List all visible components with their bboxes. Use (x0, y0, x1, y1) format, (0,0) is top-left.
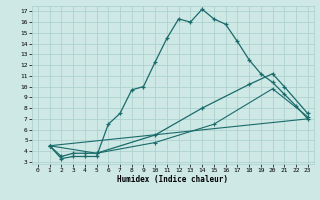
X-axis label: Humidex (Indice chaleur): Humidex (Indice chaleur) (117, 175, 228, 184)
